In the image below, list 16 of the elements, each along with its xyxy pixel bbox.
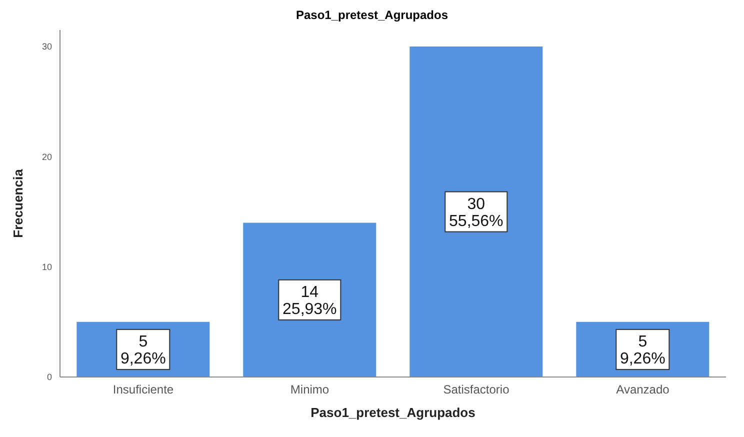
x-tick-label: Insuficiente [112, 382, 174, 397]
chart-title: Paso1_pretest_Agrupados [294, 8, 450, 24]
data-label: 5 9,26% [120, 333, 166, 368]
bar [410, 46, 543, 377]
y-tick-label: 0 [46, 372, 52, 382]
x-tick-label: Satisfactorio [443, 382, 510, 397]
x-tick-label: Minimo [290, 382, 330, 397]
y-tick-label: 20 [42, 152, 52, 162]
y-tick-label: 30 [42, 42, 52, 52]
x-axis-title: Paso1_pretest_Agrupados [310, 405, 476, 420]
y-axis-title: Frecuencia [10, 168, 26, 238]
data-label: 14 25,93% [282, 284, 337, 318]
data-label: 5 9,26% [620, 333, 666, 368]
x-tick-label: Avanzado [616, 382, 670, 397]
y-tick-label: 10 [42, 262, 52, 272]
data-label: 30 55,56% [449, 196, 504, 230]
